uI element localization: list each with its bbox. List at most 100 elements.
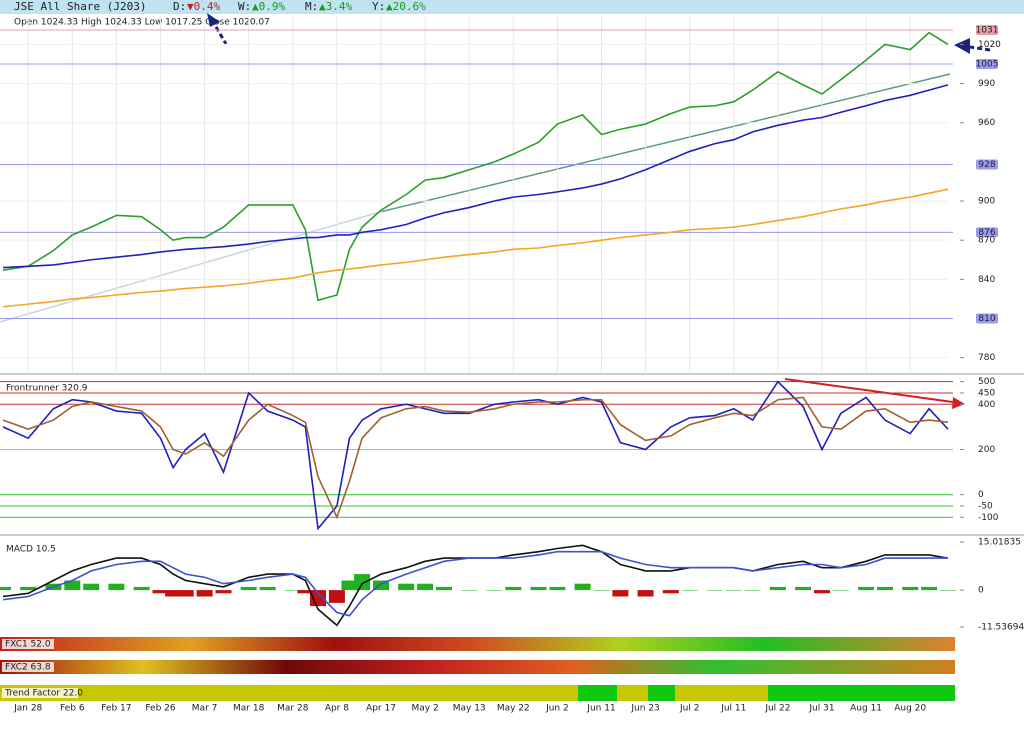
y-tick-label: 15.01835 <box>978 538 1021 548</box>
level-box <box>976 58 998 69</box>
level-box <box>976 227 998 238</box>
x-tick-label: Aug 11 <box>850 704 882 714</box>
histogram-bar <box>436 586 452 591</box>
histogram-bar <box>505 586 522 591</box>
histogram-bar <box>373 580 389 591</box>
x-tick-label: Jun 11 <box>586 704 615 714</box>
histogram-bar <box>259 586 276 591</box>
x-tick-label: Feb 17 <box>101 704 131 714</box>
histogram-bar <box>940 590 956 591</box>
y-tick-label: -100 <box>978 513 999 523</box>
panel-title: MACD 10.5 <box>6 545 56 555</box>
histogram-bar <box>637 590 654 597</box>
w-label: W: <box>238 0 251 13</box>
pointer-arrow <box>969 45 991 52</box>
trendline <box>0 211 381 323</box>
histogram-bar <box>662 590 679 594</box>
y-tick-label: 200 <box>978 445 995 455</box>
histogram-bar <box>681 590 698 591</box>
label-bg <box>2 662 54 672</box>
histogram-bar <box>814 590 830 594</box>
level-label: 928 <box>978 160 995 170</box>
histogram-bar <box>612 590 629 597</box>
histogram-bar <box>341 580 358 591</box>
fxc1-strip <box>0 637 955 651</box>
histogram-bar <box>744 590 761 591</box>
histogram-bar <box>20 586 37 591</box>
fxc2-label: FXC2 63.8 <box>5 663 51 673</box>
level-label: 1005 <box>976 59 999 69</box>
y-tick-label: 960 <box>978 118 995 128</box>
x-tick-label: Jun 2 <box>545 704 569 714</box>
x-tick-label: Apr 17 <box>366 704 396 714</box>
histogram-bar <box>706 590 723 591</box>
d-label: D: <box>173 0 186 13</box>
x-tick-label: Jun 23 <box>630 704 659 714</box>
x-tick-label: May 22 <box>497 704 530 714</box>
arrow-head <box>954 38 970 54</box>
histogram-bar <box>858 586 875 591</box>
histogram-bar <box>921 586 938 591</box>
series-line <box>2 380 949 531</box>
histogram-bar <box>574 583 591 591</box>
histogram-bar <box>593 590 610 591</box>
panel-title: Frontrunner 320.9 <box>6 384 88 394</box>
x-tick-label: Feb 6 <box>60 704 85 714</box>
trend-strip <box>0 685 955 701</box>
histogram-bar <box>152 590 169 594</box>
histogram-bar <box>398 583 415 591</box>
level-box <box>976 25 998 36</box>
histogram-bar <box>196 590 213 597</box>
histogram-bar <box>215 590 232 594</box>
level-label: 876 <box>978 228 995 238</box>
y-tick-label: -50 <box>978 502 993 512</box>
fxc2-strip <box>0 660 955 674</box>
x-tick-label: Jul 31 <box>808 704 834 714</box>
m-change: ▲3.4% <box>319 0 352 13</box>
series-line <box>2 396 949 520</box>
x-tick-label: Mar 18 <box>233 704 265 714</box>
y-tick-label: 0 <box>978 586 984 596</box>
level-box <box>976 159 998 170</box>
header-bar <box>0 0 1024 14</box>
histogram-bar <box>461 590 478 591</box>
y-tick-label: 990 <box>978 79 995 89</box>
y-tick-label: 450 <box>978 388 995 398</box>
y-tick-label: 870 <box>978 236 995 246</box>
histogram-bar <box>902 586 919 591</box>
y-tick-label: 780 <box>978 353 995 363</box>
d-change: ▼0.4% <box>187 0 220 13</box>
y-change: ▲20.6% <box>386 0 426 13</box>
label-bg <box>2 688 78 698</box>
histogram-bar <box>328 590 345 603</box>
m-label: M: <box>305 0 318 13</box>
y-tick-label: 500 <box>978 377 995 387</box>
level-box <box>976 313 998 324</box>
x-tick-label: Jul 11 <box>720 704 746 714</box>
y-tick-label: 0 <box>978 490 984 500</box>
histogram-bar <box>108 583 125 591</box>
series-line <box>2 544 949 627</box>
histogram-bar <box>549 586 566 591</box>
x-tick-label: Jan 28 <box>13 704 42 714</box>
histogram-bar <box>354 574 371 591</box>
fxc1-label: FXC1 52.0 <box>5 640 51 650</box>
histogram-bar <box>64 580 81 591</box>
level-label: 810 <box>978 314 995 324</box>
histogram-bar <box>240 586 257 591</box>
histogram-bar <box>530 586 547 591</box>
histogram-bar <box>165 590 182 597</box>
y-tick-label: 400 <box>978 400 995 410</box>
histogram-bar <box>769 586 786 591</box>
y-tick-label: -11.53694 <box>978 623 1024 633</box>
level-label: 1031 <box>976 26 999 36</box>
y-label: Y: <box>372 0 385 13</box>
x-tick-label: Jul 2 <box>679 704 699 714</box>
y-tick-label: 900 <box>978 197 995 207</box>
histogram-bar <box>877 586 893 591</box>
label-bg <box>2 639 54 649</box>
series-line <box>2 84 949 269</box>
x-tick-label: Apr 8 <box>325 704 349 714</box>
histogram-bar <box>417 583 434 591</box>
